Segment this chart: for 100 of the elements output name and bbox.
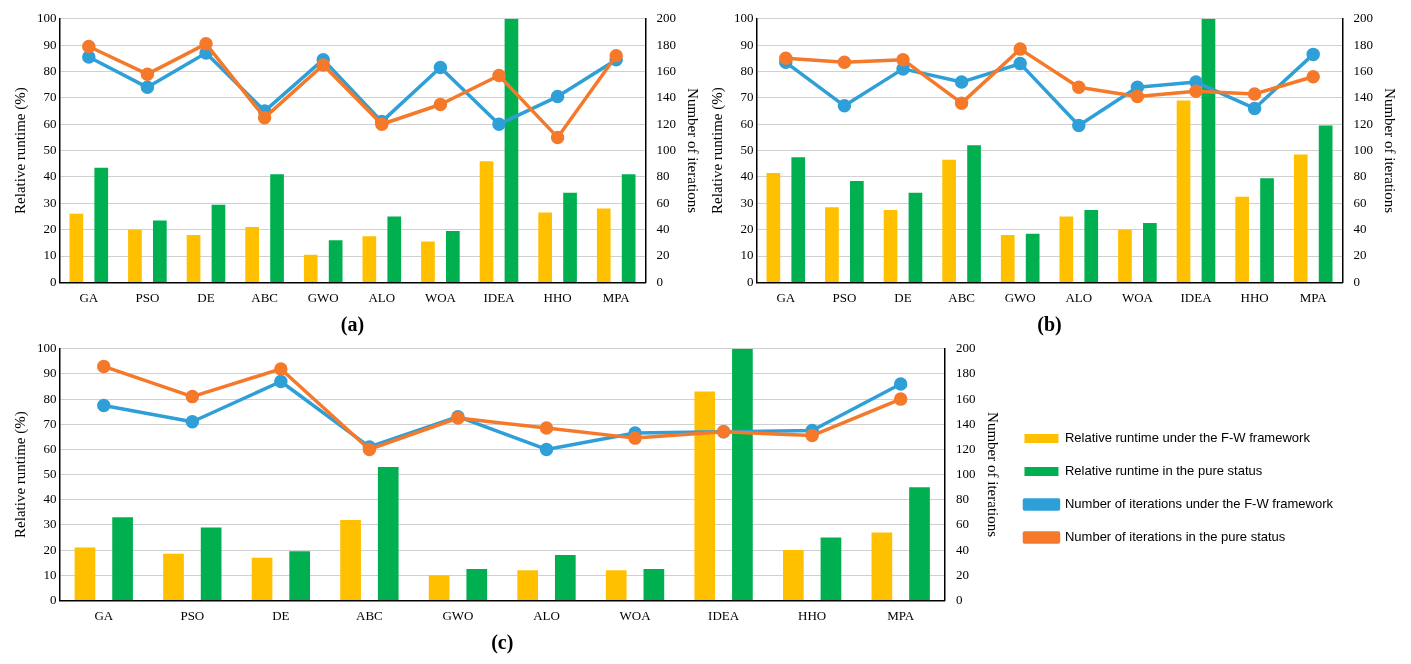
x-tick-label: HHO — [1240, 289, 1269, 305]
legend-label: Number of iterations under the F-W framework — [1064, 496, 1334, 512]
legend-label: Relative runtime under the F-W framework — [1064, 430, 1311, 446]
y-tick-label: 50 — [43, 142, 57, 158]
text: (a) — [340, 313, 365, 337]
y-tick-label: 40 — [740, 168, 754, 184]
y-tick-label: 70 — [43, 89, 57, 105]
legend-label: Relative runtime in the pure status — [1064, 463, 1263, 479]
x-tick-label: MPA — [602, 289, 631, 305]
y-tick-label: 80 — [740, 62, 754, 78]
y2-tick-label: 20 — [955, 566, 969, 582]
y2-tick-label: 200 — [955, 340, 976, 356]
y-tick-label: 30 — [43, 516, 57, 532]
x-tick-label: GA — [79, 289, 99, 305]
y-tick-label: 50 — [43, 466, 57, 482]
x-tick-label: GA — [776, 289, 796, 305]
y-tick-label: 10 — [740, 247, 754, 263]
x-tick-label: IDEA — [483, 289, 516, 305]
y2-tick-label: 180 — [955, 365, 976, 381]
y-tick-label: 60 — [43, 115, 57, 131]
x-tick-label: MPA — [887, 607, 915, 623]
y2-tick-label: 120 — [656, 115, 676, 131]
y2-tick-label: 200 — [656, 10, 676, 26]
y-tick-label: 10 — [43, 566, 57, 582]
x-tick-label: WOA — [619, 607, 652, 623]
y-tick-label: 20 — [740, 221, 754, 237]
y-tick-label: 60 — [43, 440, 57, 456]
y-tick-label: 100 — [734, 10, 754, 26]
x-tick-label: GWO — [442, 607, 474, 623]
x-tick-label: PSO — [135, 289, 160, 305]
y2-tick-label: 200 — [1353, 10, 1373, 26]
y2-tick-label: 160 — [656, 62, 676, 78]
x-tick-label: IDEA — [1180, 289, 1213, 305]
x-tick-label: ABC — [356, 607, 383, 623]
x-tick-label: WOA — [1121, 289, 1154, 305]
y-tick-label: 40 — [43, 491, 57, 507]
y2-tick-label: 100 — [656, 142, 676, 158]
y-tick-label: 80 — [43, 390, 57, 406]
y-tick-label: 0 — [50, 591, 57, 607]
x-tick-label: WOA — [424, 289, 457, 305]
y2-tick-label: 120 — [955, 440, 976, 456]
y2-axis-title: Number of iterations — [984, 412, 1001, 538]
y-tick-label: 90 — [43, 365, 57, 381]
text: (b) — [1037, 313, 1062, 337]
x-tick-label: ALO — [368, 289, 396, 305]
y-tick-label: 40 — [43, 168, 57, 184]
x-tick-label: GWO — [1004, 289, 1036, 305]
y-tick-label: 60 — [740, 115, 754, 131]
y-tick-label: 0 — [747, 273, 754, 289]
y2-tick-label: 80 — [955, 491, 969, 507]
y2-tick-label: 80 — [656, 168, 670, 184]
x-tick-label: MPA — [1299, 289, 1328, 305]
y-tick-label: 100 — [37, 340, 57, 356]
y-axis-title: Relative runtime (%) — [11, 411, 29, 538]
x-tick-label: ALO — [533, 607, 560, 623]
y-tick-label: 70 — [43, 415, 57, 431]
y2-tick-label: 0 — [1353, 273, 1360, 289]
y-tick-label: 70 — [740, 89, 754, 105]
y2-tick-label: 140 — [1353, 89, 1373, 105]
x-tick-label: PSO — [180, 607, 205, 623]
y-tick-label: 10 — [43, 247, 57, 263]
y2-tick-label: 120 — [1353, 115, 1373, 131]
y2-tick-label: 40 — [1353, 221, 1367, 237]
y-tick-label: 80 — [43, 62, 57, 78]
y2-axis-title: Number of iterations — [685, 88, 702, 214]
y-axis-title: Relative runtime (%) — [11, 87, 29, 214]
y2-tick-label: 0 — [656, 273, 663, 289]
y2-tick-label: 0 — [955, 591, 963, 607]
y2-tick-label: 60 — [656, 194, 670, 210]
y2-tick-label: 60 — [1353, 194, 1367, 210]
y-tick-label: 30 — [740, 194, 754, 210]
x-tick-label: DE — [197, 289, 215, 305]
y2-tick-label: 140 — [656, 89, 676, 105]
y-tick-label: 90 — [43, 36, 57, 52]
x-tick-label: ALO — [1065, 289, 1093, 305]
y2-tick-label: 40 — [656, 221, 670, 237]
y2-tick-label: 60 — [955, 516, 969, 532]
x-tick-label: GA — [94, 607, 114, 623]
x-tick-label: IDEA — [708, 607, 740, 623]
x-tick-label: HHO — [798, 607, 827, 623]
x-tick-label: ABC — [948, 289, 975, 305]
y2-tick-label: 180 — [1353, 36, 1373, 52]
y-tick-label: 100 — [37, 10, 57, 26]
y2-tick-label: 40 — [955, 541, 969, 557]
x-tick-label: ABC — [251, 289, 278, 305]
y-tick-label: 20 — [43, 541, 57, 557]
y2-tick-label: 100 — [1353, 142, 1373, 158]
y2-axis-title: Number of iterations — [1382, 88, 1399, 214]
y2-tick-label: 180 — [656, 36, 676, 52]
y2-tick-label: 160 — [955, 390, 976, 406]
x-tick-label: PSO — [832, 289, 857, 305]
y2-tick-label: 140 — [955, 415, 976, 431]
y-axis-title: Relative runtime (%) — [708, 87, 726, 214]
y-tick-label: 90 — [740, 36, 754, 52]
y2-tick-label: 20 — [656, 247, 670, 263]
y-tick-label: 0 — [50, 273, 57, 289]
x-tick-label: DE — [894, 289, 912, 305]
y2-tick-label: 20 — [1353, 247, 1367, 263]
x-tick-label: DE — [272, 607, 290, 623]
legend-label: Number of iterations in the pure status — [1064, 529, 1286, 545]
